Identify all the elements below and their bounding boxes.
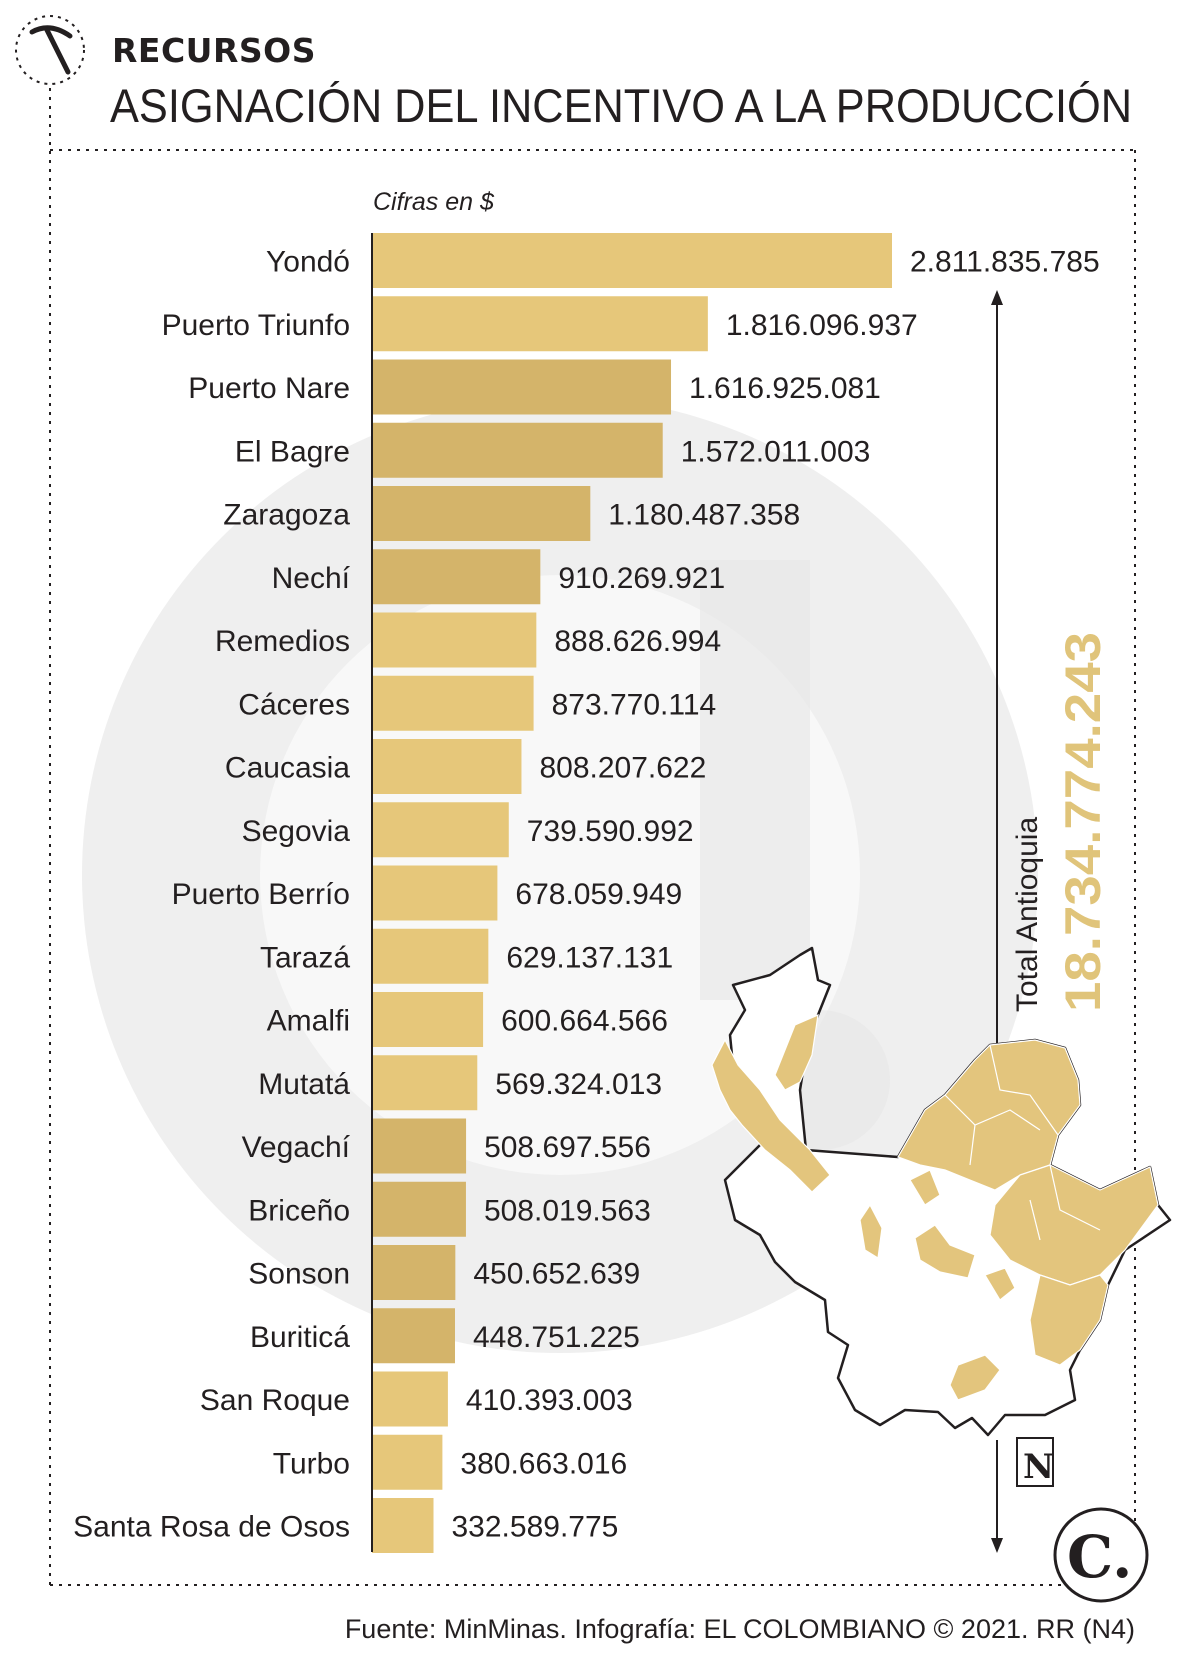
bar-16	[372, 1245, 456, 1300]
value-label: 450.652.639	[473, 1258, 640, 1291]
total-value: 18.734.774.243	[1055, 632, 1111, 1012]
value-label: 1.180.487.358	[608, 499, 800, 532]
category-label: Turbo	[273, 1447, 350, 1480]
category-label: Tarazá	[260, 941, 350, 974]
value-label: 1.816.096.937	[726, 309, 918, 342]
category-label: Briceño	[248, 1194, 350, 1227]
source-note: Fuente: MinMinas. Infografía: EL COLOMBI…	[345, 1614, 1135, 1644]
bar-18	[372, 1371, 448, 1427]
category-label: Nechí	[272, 562, 351, 595]
value-label: 888.626.994	[554, 625, 721, 658]
category-label: Vegachí	[242, 1131, 351, 1164]
value-label: 448.751.225	[473, 1321, 640, 1354]
value-label: 508.019.563	[484, 1194, 651, 1227]
category-label: Sonson	[248, 1258, 350, 1291]
bar-6	[372, 612, 537, 668]
total-arrow	[991, 290, 1003, 1553]
bar-13	[372, 1055, 478, 1111]
value-label: 380.663.016	[460, 1447, 627, 1480]
value-label: 508.697.556	[484, 1131, 651, 1164]
value-label: 410.393.003	[466, 1384, 633, 1417]
bar-8	[372, 739, 522, 794]
category-label: Mutatá	[258, 1068, 350, 1101]
bar-20	[372, 1498, 434, 1553]
value-label: 678.059.949	[515, 878, 682, 911]
category-label: Remedios	[215, 625, 350, 658]
bar-10	[372, 865, 498, 921]
bar-0	[372, 233, 892, 288]
value-label: 600.664.566	[501, 1005, 668, 1038]
bar-11	[372, 928, 489, 984]
category-label: Yondó	[266, 246, 350, 279]
bar-14	[372, 1118, 467, 1174]
north-arrow-icon: N	[1016, 1437, 1054, 1487]
bar-9	[372, 802, 509, 858]
bar-12	[372, 992, 484, 1047]
value-label: 629.137.131	[506, 941, 673, 974]
total-label: Total Antioquia	[1011, 817, 1044, 1012]
value-label: 569.324.013	[495, 1068, 662, 1101]
category-label: Caucasia	[225, 752, 350, 785]
category-labels: Yondó Puerto Triunfo Puerto Nare El Bagre Za…	[73, 246, 350, 1544]
pickaxe-icon	[15, 15, 85, 85]
category-label: Puerto Berrío	[172, 878, 350, 911]
category-label: Buriticá	[250, 1321, 350, 1354]
brand-logo-icon: C.	[1053, 1507, 1149, 1603]
value-label: 1.616.925.081	[689, 372, 881, 405]
section-label: RECURSOS	[112, 31, 316, 70]
category-label: Amalfi	[267, 1005, 350, 1038]
bars-layer	[372, 233, 892, 1553]
brand-logo-letter: C.	[1067, 1523, 1132, 1591]
category-label: Cáceres	[238, 688, 350, 721]
value-label: 873.770.114	[552, 688, 717, 721]
north-label: N	[1023, 1447, 1054, 1487]
bar-17	[372, 1308, 455, 1364]
category-label: Puerto Triunfo	[162, 309, 350, 342]
bar-4	[372, 486, 591, 541]
bar-5	[372, 549, 541, 605]
value-label: 739.590.992	[527, 815, 694, 848]
bar-2	[372, 359, 672, 415]
category-label: Puerto Nare	[188, 372, 350, 405]
antioquia-map-icon	[711, 946, 1172, 1437]
bar-3	[372, 422, 663, 478]
bar-1	[372, 296, 708, 352]
value-label: 1.572.011.003	[681, 435, 871, 468]
value-label: 2.811.835.785	[910, 246, 1100, 279]
category-label: Zaragoza	[223, 499, 350, 532]
bar-15	[372, 1181, 466, 1237]
value-label: 910.269.921	[558, 562, 725, 595]
bar-19	[372, 1434, 443, 1490]
category-label: Segovia	[242, 815, 351, 848]
unit-note: Cifras en $	[373, 188, 495, 216]
category-label: Santa Rosa de Osos	[73, 1511, 350, 1544]
value-label: 332.589.775	[452, 1511, 619, 1544]
page-title: ASIGNACIÓN DEL INCENTIVO A LA PRODUCCIÓN	[110, 79, 1132, 132]
bar-7	[372, 675, 534, 731]
value-label: 808.207.622	[539, 752, 706, 785]
category-label: El Bagre	[235, 435, 350, 468]
category-label: San Roque	[200, 1384, 350, 1417]
dotted-frame	[49, 88, 1136, 1586]
value-labels: 2.811.835.785 1.816.096.937 1.616.925.081 1…	[452, 246, 1100, 1544]
